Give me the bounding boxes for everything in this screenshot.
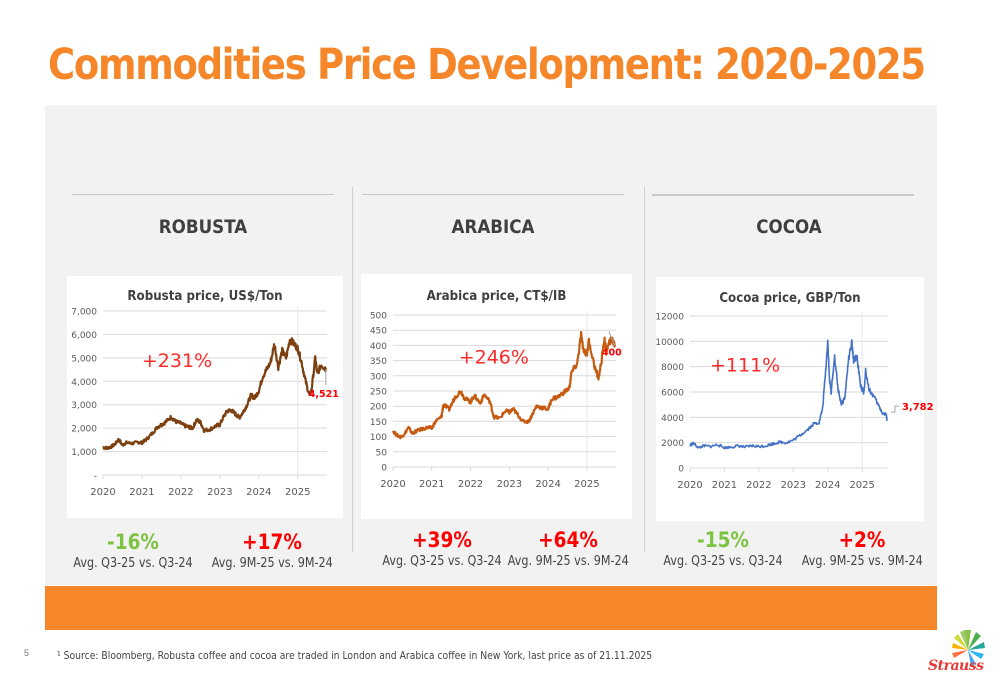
x-tick-label: 2023: [497, 479, 522, 490]
stat-value: -16%: [107, 530, 159, 554]
chart-title: Arabica price, CT$/IB: [427, 287, 567, 303]
stat-value: +64%: [538, 528, 598, 552]
last-value-label: 3,782: [902, 402, 934, 413]
cocoa-chart-card: Cocoa price, GBP/Ton 0 2000 4000 6000 8000 100…: [655, 277, 934, 521]
growth-annotation: +246%: [459, 347, 529, 369]
page-title: Commodities Price Development: 2020-2025: [48, 40, 926, 90]
y-tick-label: 300: [370, 372, 387, 382]
y-tick-label: 1,000: [71, 448, 97, 458]
last-value-label: 400: [602, 347, 622, 358]
growth-annotation: +231%: [142, 350, 212, 372]
chart-title: Robusta price, US$/Ton: [127, 287, 282, 303]
leader-line: [890, 405, 899, 413]
x-tick-label: 2025: [574, 479, 599, 490]
last-value-label: 4,521: [309, 389, 339, 400]
x-tick-label: 2022: [746, 480, 771, 491]
column-divider: [352, 187, 353, 552]
section-rule: [362, 194, 624, 195]
cocoa-price-chart: Cocoa price, GBP/Ton 0 2000 4000 6000 8000 100…: [655, 289, 933, 491]
x-tick-label: 2021: [712, 480, 737, 491]
y-tick-label: 400: [370, 342, 387, 352]
x-tick-label: 2021: [419, 479, 444, 490]
y-tick-label: 6000: [661, 389, 684, 399]
section-title-cocoa: COCOA: [756, 216, 822, 238]
stat-robusta-q3: -16% Avg. Q3-25 vs. Q3-24: [63, 530, 203, 571]
stat-arabica-q3: +39% Avg. Q3-25 vs. Q3-24: [372, 528, 512, 569]
x-tick-label: 2024: [815, 480, 840, 491]
stat-label: Avg. 9M-25 vs. 9M-24: [801, 554, 923, 569]
y-tick-label: 500: [370, 312, 387, 322]
stat-cocoa-9m: +2% Avg. 9M-25 vs. 9M-24: [792, 528, 932, 569]
y-tick-label: 50: [376, 448, 388, 458]
x-tick-label: 2020: [90, 487, 115, 498]
arabica-price-chart: Arabica price, CT$/IB 0 50 100 150 200 250 300 3…: [370, 287, 622, 490]
x-tick-label: 2020: [380, 479, 405, 490]
stat-label: Avg. Q3-25 vs. Q3-24: [73, 556, 193, 571]
stat-value: +2%: [838, 528, 886, 552]
stat-arabica-9m: +64% Avg. 9M-25 vs. 9M-24: [498, 528, 638, 569]
y-tick-label: 5,000: [71, 354, 97, 364]
growth-annotation: +111%: [710, 355, 780, 377]
arabica-chart-card: Arabica price, CT$/IB 0 50 100 150 200 250 300 3…: [361, 274, 632, 519]
stat-label: Avg. Q3-25 vs. Q3-24: [382, 554, 502, 569]
source-footnote: ¹ Source: Bloomberg, Robusta coffee and …: [57, 650, 653, 662]
y-tick-label: 8000: [661, 363, 684, 373]
y-tick-label: 7,000: [71, 308, 97, 318]
y-tick-label: 3,000: [71, 401, 97, 411]
page-number: 5: [24, 648, 30, 658]
y-tick-label: 6,000: [71, 331, 97, 341]
leader-line: [608, 331, 616, 346]
y-tick-label: 150: [370, 418, 387, 428]
robusta-price-chart: Robusta price, US$/Ton - 1,000 2,000 3,000 4,…: [71, 287, 339, 498]
section-rule: [72, 194, 334, 195]
y-tick-label: 100: [370, 433, 387, 443]
stat-value: -15%: [697, 528, 749, 552]
strauss-logo-icon: [952, 630, 985, 666]
section-rule: [652, 194, 914, 196]
y-tick-label: 0: [381, 464, 387, 474]
y-tick-label: 2,000: [71, 425, 97, 435]
x-tick-label: 2020: [677, 480, 702, 491]
x-tick-label: 2024: [246, 487, 271, 498]
y-tick-label: 0: [678, 465, 684, 475]
x-tick-label: 2025: [285, 487, 310, 498]
robusta-chart-card: Robusta price, US$/Ton - 1,000 2,000 3,000 4,…: [67, 276, 343, 518]
stat-value: +39%: [412, 528, 472, 552]
strauss-logo-text: Strauss: [928, 658, 984, 674]
y-tick-label: 10000: [655, 338, 684, 348]
series-line-arabica: [391, 330, 616, 440]
chart-title: Cocoa price, GBP/Ton: [719, 289, 860, 305]
x-tick-label: 2022: [458, 479, 483, 490]
y-tick-label: 4000: [661, 414, 684, 424]
accent-bar: [45, 586, 937, 630]
y-tick-label: 250: [370, 388, 387, 398]
y-tick-label: 4,000: [71, 378, 97, 388]
y-tick-label: 12000: [655, 313, 684, 323]
y-tick-label: 200: [370, 403, 387, 413]
y-tick-label: 450: [370, 327, 387, 337]
series-line-robusta: [102, 337, 327, 451]
stat-robusta-9m: +17% Avg. 9M-25 vs. 9M-24: [202, 530, 342, 571]
series-line-cocoa: [689, 339, 888, 450]
stat-value: +17%: [242, 530, 302, 554]
x-tick-label: 2022: [168, 487, 193, 498]
stat-label: Avg. 9M-25 vs. 9M-24: [211, 556, 333, 571]
x-tick-label: 2021: [129, 487, 154, 498]
stat-label: Avg. 9M-25 vs. 9M-24: [507, 554, 629, 569]
x-tick-label: 2024: [535, 479, 560, 490]
section-title-robusta: ROBUSTA: [158, 216, 248, 238]
x-tick-label: 2023: [781, 480, 806, 491]
y-tick-label: 350: [370, 357, 387, 367]
section-title-arabica: ARABICA: [451, 216, 535, 238]
y-tick-label: 2000: [661, 439, 684, 449]
stat-label: Avg. Q3-25 vs. Q3-24: [663, 554, 783, 569]
y-tick-label: -: [94, 472, 97, 482]
x-tick-label: 2023: [207, 487, 232, 498]
column-divider: [644, 187, 645, 552]
stat-cocoa-q3: -15% Avg. Q3-25 vs. Q3-24: [653, 528, 793, 569]
x-tick-label: 2025: [849, 480, 874, 491]
